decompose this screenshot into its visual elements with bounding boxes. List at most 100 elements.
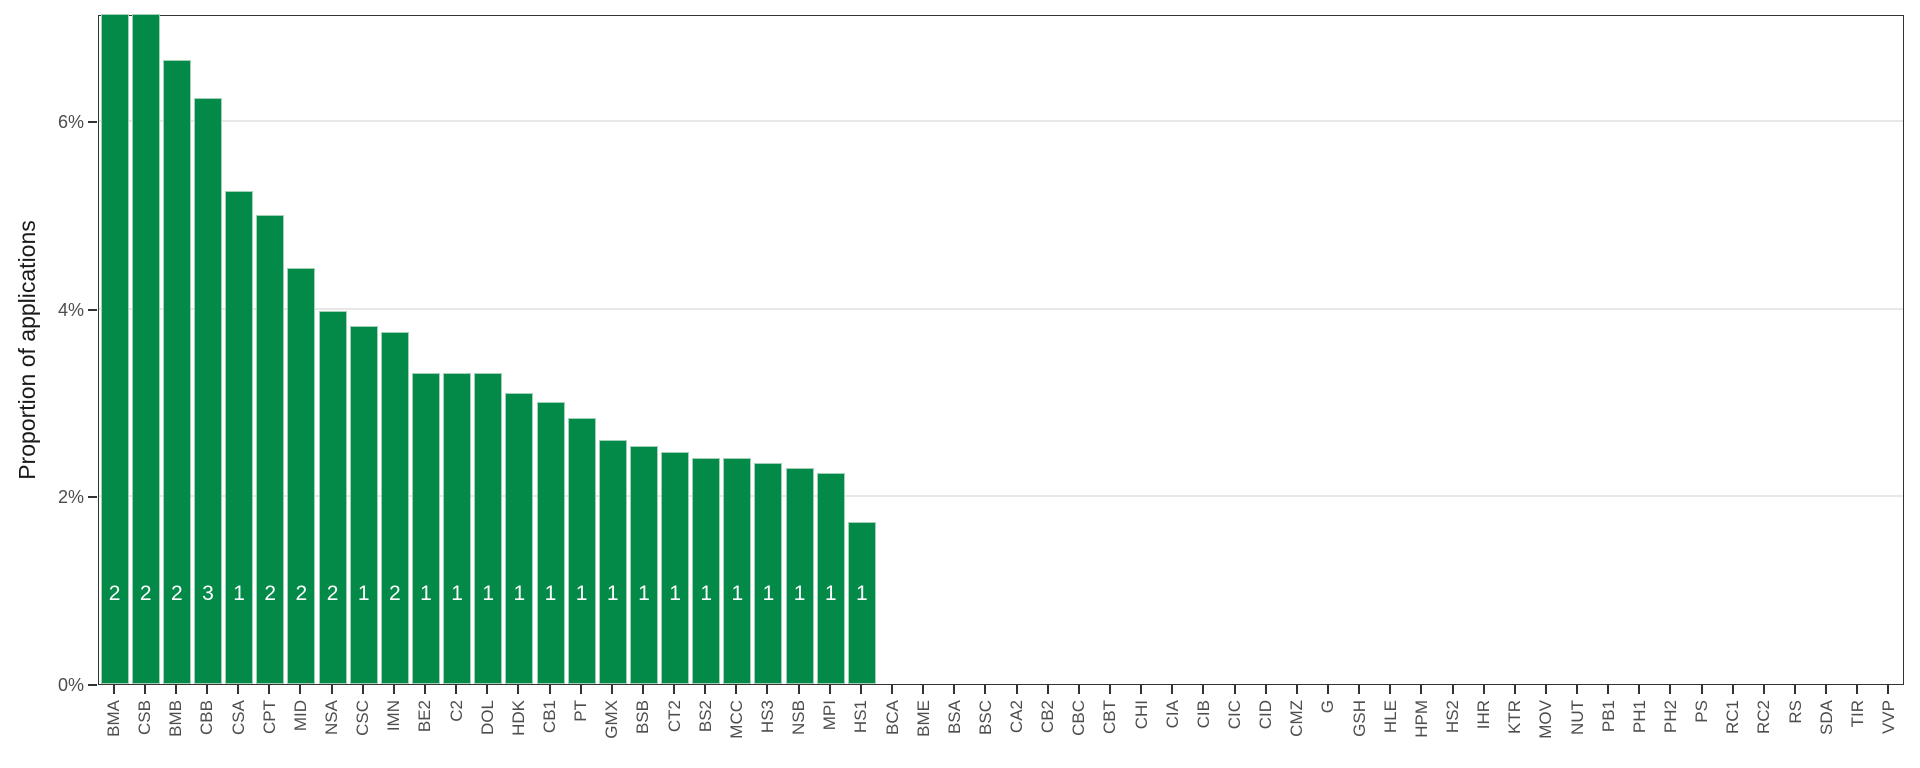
bar (847, 521, 876, 684)
x-tick-label: CSC (353, 700, 373, 736)
x-tick (268, 685, 271, 694)
x-tick (517, 685, 520, 694)
x-tick (797, 685, 800, 694)
x-tick-label: VVP (1878, 700, 1898, 735)
x-tick-label: BME (913, 700, 933, 737)
bar-count-label: 1 (824, 582, 837, 605)
bar (349, 325, 378, 684)
bar-count-label: 2 (139, 582, 152, 605)
x-tick (766, 685, 769, 694)
x-tick-label: HS1 (851, 700, 871, 734)
bar (411, 373, 440, 684)
x-tick-label: RS (1785, 700, 1805, 724)
x-tick (1887, 685, 1890, 694)
bar (661, 452, 690, 684)
x-tick-label: DOL (477, 700, 497, 735)
x-tick-label: PH2 (1660, 700, 1680, 734)
x-tick-label: BSB (633, 700, 653, 735)
y-tick-label: 2% (57, 487, 84, 508)
x-tick (1358, 685, 1361, 694)
x-tick-label: C2 (446, 700, 466, 722)
x-tick-label: BSA (944, 700, 964, 735)
x-tick (1295, 685, 1298, 694)
x-tick-label: PS (1692, 700, 1712, 723)
x-tick (1389, 685, 1392, 694)
x-tick-label: CSA (228, 700, 248, 735)
x-tick (299, 685, 302, 694)
x-tick (361, 685, 364, 694)
bar-count-label: 1 (856, 582, 868, 605)
bar (380, 332, 409, 684)
x-tick-label: MPI (820, 700, 840, 731)
bar (100, 14, 129, 684)
gridline (99, 307, 1903, 310)
bar-count-label: 1 (669, 582, 681, 605)
bar-count-label: 1 (544, 582, 557, 605)
x-tick (1326, 685, 1329, 694)
x-tick (1825, 685, 1828, 694)
x-tick (579, 685, 582, 694)
x-tick-label: CIA (1162, 700, 1182, 729)
y-tick-label: 0% (57, 675, 84, 695)
gridline (99, 495, 1903, 498)
x-tick-label: CB2 (1038, 700, 1058, 734)
bar (567, 417, 596, 684)
x-tick-label: HS2 (1443, 700, 1462, 734)
x-tick-label: MCC (726, 700, 746, 739)
x-tick-label: G (1318, 700, 1338, 714)
y-tick-label: 6% (57, 111, 84, 132)
x-tick (174, 685, 177, 694)
bar (225, 191, 254, 684)
bar (536, 401, 565, 684)
x-tick (891, 685, 894, 694)
x-tick-label: CSB (135, 700, 155, 735)
x-tick-label: CID (1256, 700, 1276, 730)
x-tick (1451, 685, 1454, 694)
x-tick (1794, 685, 1797, 694)
x-tick-label: GMX (602, 700, 622, 739)
x-tick-label: CHI (1131, 700, 1151, 730)
bar (443, 373, 472, 684)
bar (256, 214, 285, 684)
x-tick (143, 685, 146, 694)
bar-count-label: 1 (451, 582, 463, 605)
x-tick (1233, 685, 1236, 694)
bar-count-label: 1 (762, 582, 775, 605)
x-tick (1202, 685, 1205, 694)
bar-count-label: 3 (202, 582, 214, 605)
x-tick (704, 685, 707, 694)
x-tick-label: CBC (1069, 700, 1089, 736)
bar-count-label: 1 (357, 582, 370, 605)
x-tick (1576, 685, 1579, 694)
bar (287, 268, 316, 684)
x-tick-label: HDK (508, 700, 528, 736)
bar-count-label: 2 (295, 582, 308, 605)
x-tick-label: PT (571, 700, 591, 722)
x-tick-label: KTR (1505, 700, 1525, 734)
bar (816, 472, 845, 684)
x-tick-label: NUT (1567, 700, 1587, 735)
x-tick (922, 685, 925, 694)
bar-count-label: 2 (388, 582, 401, 605)
x-tick (1046, 685, 1049, 694)
y-tick (88, 120, 97, 123)
x-tick (641, 685, 644, 694)
bar (785, 468, 814, 684)
x-tick (1762, 685, 1765, 694)
x-tick-label: TIR (1847, 700, 1867, 728)
x-tick (112, 685, 115, 694)
bar-count-label: 1 (606, 582, 619, 605)
x-tick (610, 685, 613, 694)
x-tick-label: MOV (1536, 700, 1556, 739)
x-tick (1607, 685, 1610, 694)
x-tick-label: CPT (259, 700, 279, 734)
bar (162, 59, 191, 684)
x-tick-label: CMZ (1287, 700, 1307, 737)
bar (598, 440, 627, 684)
x-tick (1077, 685, 1080, 694)
x-tick (859, 685, 862, 694)
x-tick-label: HLE (1380, 700, 1400, 734)
x-tick (984, 685, 987, 694)
x-tick-label: BSC (975, 700, 995, 735)
